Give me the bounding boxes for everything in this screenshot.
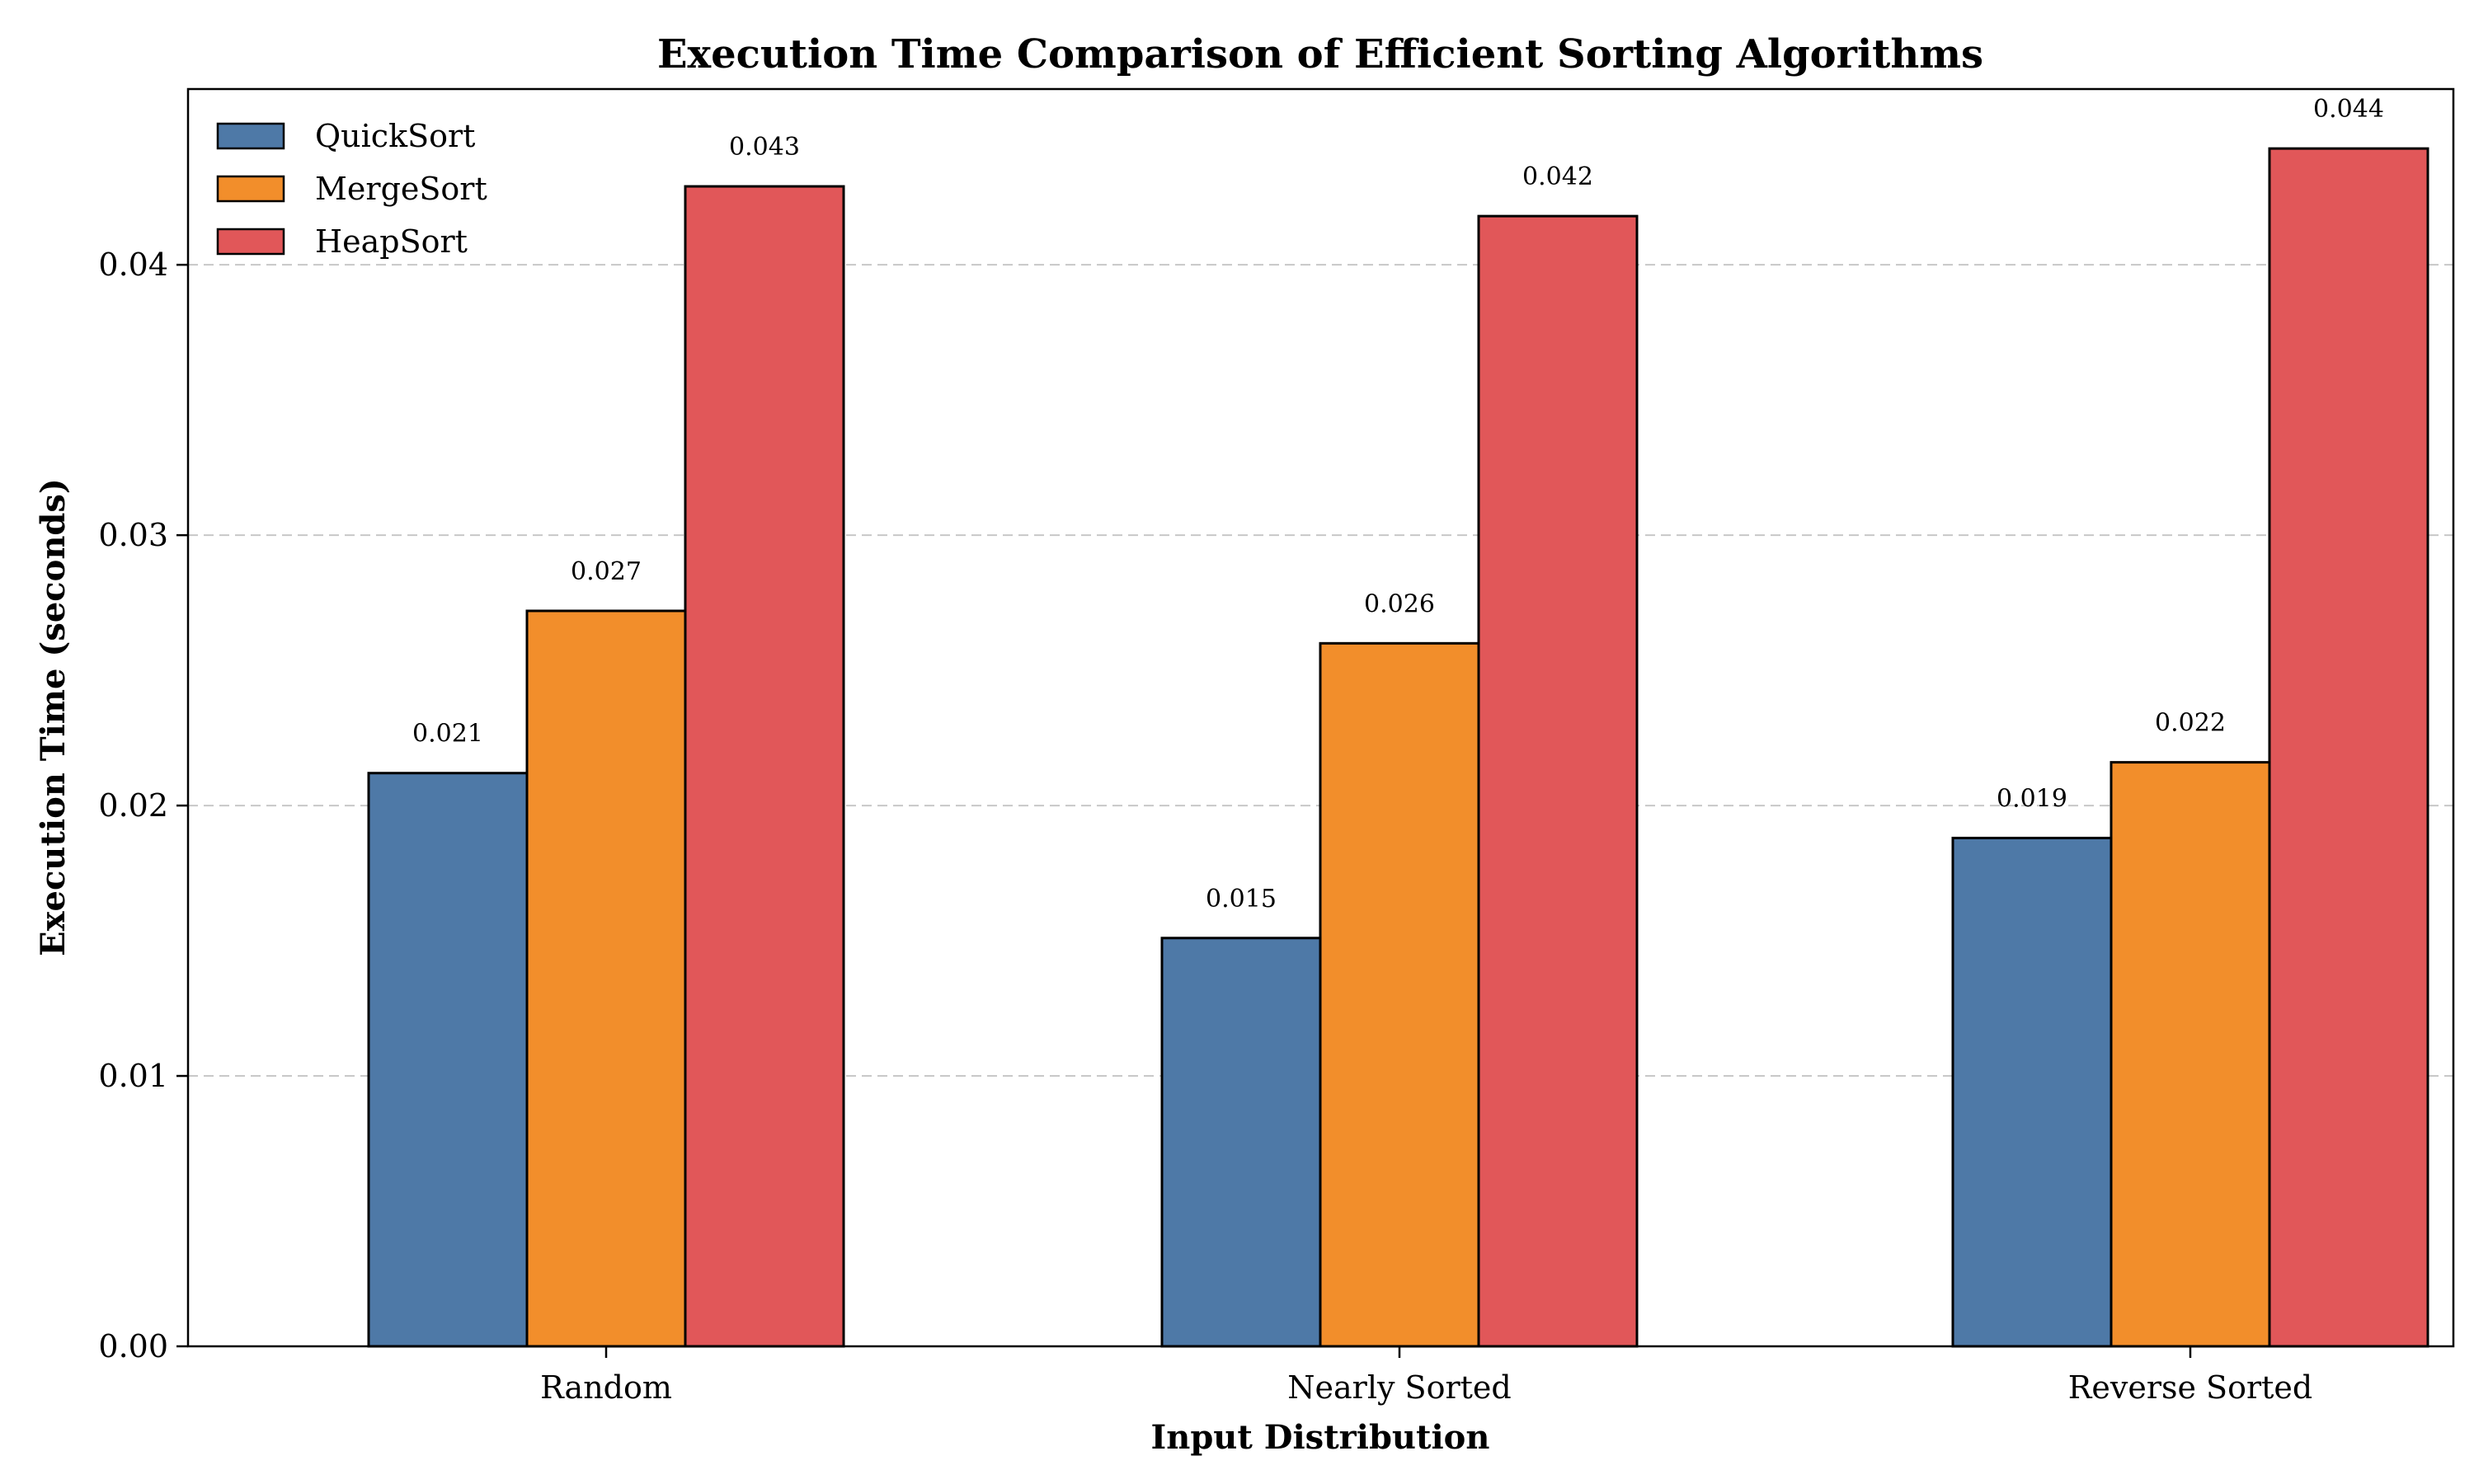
x-tick-label: Random (540, 1369, 672, 1406)
data-label: 0.027 (571, 557, 642, 586)
legend: QuickSort MergeSort HeapSort (216, 118, 487, 260)
bar-quicksort-random (367, 772, 529, 1348)
data-label: 0.044 (2313, 95, 2384, 124)
y-tick-label: 0.01 (98, 1058, 168, 1094)
bar-heapsort-nearly-sorted (1477, 214, 1639, 1348)
plot-frame (186, 87, 2455, 1348)
bar-quicksort-reverse-sorted (1951, 836, 2113, 1348)
y-axis-label: Execution Time (seconds) (34, 478, 73, 956)
legend-label-quicksort: QuickSort (315, 118, 475, 154)
bar-mergesort-nearly-sorted (1319, 641, 1480, 1348)
bar-mergesort-reverse-sorted (2109, 761, 2271, 1348)
legend-swatch-quicksort (216, 122, 285, 150)
bar-quicksort-nearly-sorted (1160, 937, 1322, 1348)
chart-title: Execution Time Comparison of Efficient S… (657, 31, 1983, 77)
x-axis-label: Input Distribution (1151, 1418, 1490, 1457)
bar-heapsort-random (684, 185, 845, 1348)
data-label: 0.022 (2155, 709, 2226, 738)
y-axis-ticks: 0.00 0.01 0.02 0.03 0.04 (98, 247, 188, 1364)
legend-swatch-heapsort (216, 228, 285, 256)
bar-heapsort-reverse-sorted (2268, 147, 2429, 1348)
legend-label-mergesort: MergeSort (315, 171, 487, 207)
y-tick-label: 0.02 (98, 787, 168, 824)
y-tick-label: 0.00 (98, 1328, 168, 1364)
x-tick-label: Nearly Sorted (1287, 1369, 1511, 1406)
data-label: 0.019 (1997, 784, 2067, 813)
x-tick-label: Reverse Sorted (2068, 1369, 2312, 1406)
y-tick-label: 0.04 (98, 247, 168, 283)
x-axis-ticks: Random Nearly Sorted Reverse Sorted (540, 1346, 2312, 1406)
legend-label-heapsort: HeapSort (315, 223, 468, 260)
y-tick-label: 0.03 (98, 517, 168, 553)
data-label: 0.043 (729, 133, 800, 162)
data-label: 0.026 (1364, 589, 1435, 618)
legend-swatch-mergesort (216, 175, 285, 203)
data-label: 0.021 (412, 720, 483, 749)
bar-labels: 0.021 0.027 0.043 0.015 0.026 0.042 0.019 0.022… (412, 95, 2384, 913)
data-label: 0.015 (1206, 885, 1277, 913)
bar-mergesort-random (525, 609, 687, 1348)
bars (367, 147, 2429, 1348)
data-label: 0.042 (1522, 162, 1593, 191)
